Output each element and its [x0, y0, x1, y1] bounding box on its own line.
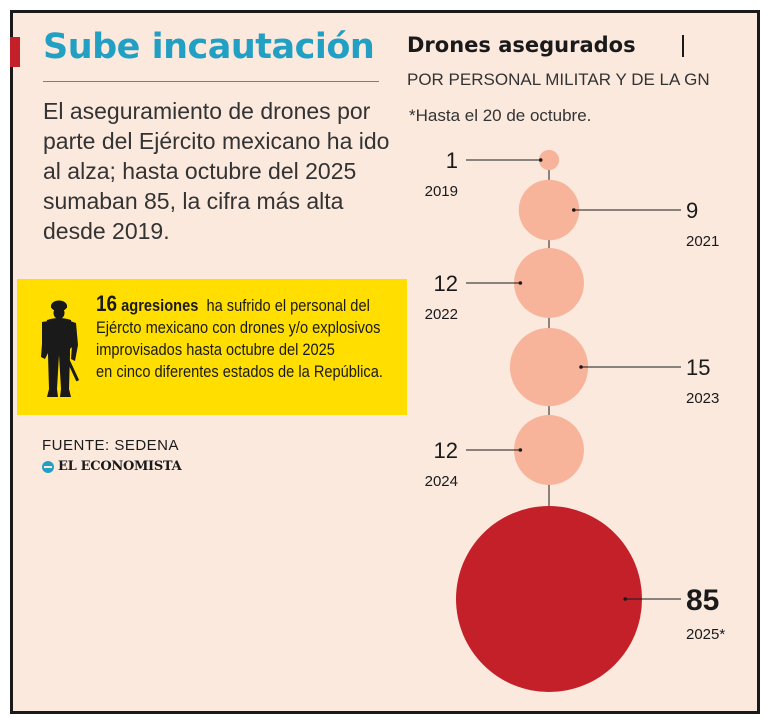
- year-label-0: 2019: [425, 183, 458, 200]
- bubble-chart: 1 2019 9 2021 12 2022 15 2023 12 2024 85 2025*: [425, 148, 725, 692]
- value-label-0: 1: [446, 148, 458, 173]
- leader-dot-5: [623, 597, 628, 601]
- bubble-5: [456, 506, 642, 692]
- highlight-text: 16 agresiones ha sufrido el personal del…: [96, 291, 383, 383]
- highlight-line2: Ejércto mexicano con drones y/o explosiv…: [96, 318, 381, 337]
- value-label-4: 12: [434, 438, 458, 463]
- year-label-2: 2022: [425, 306, 458, 323]
- value-label-3: 15: [686, 355, 710, 380]
- chart-title-separator: [682, 35, 684, 57]
- year-label-4: 2024: [425, 473, 458, 490]
- bubble-2: [514, 248, 584, 318]
- bubble-4: [514, 415, 584, 485]
- headline: Sube incautación: [43, 27, 375, 67]
- leader-dot-0: [538, 158, 543, 162]
- brand-name: EL ECONOMISTA: [58, 459, 182, 474]
- highlight-number: 16: [96, 291, 118, 316]
- chart-note: *Hasta el 20 de octubre.: [409, 106, 592, 125]
- accent-bar: [10, 37, 20, 67]
- intro-text: El aseguramiento de drones por parte del…: [43, 98, 390, 244]
- leader-dot-2: [518, 281, 523, 285]
- bubble-3: [509, 327, 589, 407]
- brand: EL ECONOMISTA: [42, 459, 182, 474]
- leader-dot-3: [579, 365, 583, 369]
- infographic-frame: Sube incautación El aseguramiento de dro…: [10, 10, 760, 714]
- bubble-0: [538, 149, 560, 171]
- value-label-1: 9: [686, 198, 698, 223]
- leader-dot-4: [518, 448, 523, 452]
- highlight-line3: improvisados hasta octubre del 2025: [96, 340, 335, 359]
- bubble-1: [518, 179, 580, 241]
- value-label-5: 85: [686, 584, 719, 617]
- leader-dot-1: [572, 208, 576, 212]
- highlight-line1: ha sufrido el personal del: [206, 296, 370, 315]
- value-label-2: 12: [434, 271, 458, 296]
- year-label-3: 2023: [686, 390, 719, 407]
- chart-subtitle: POR PERSONAL MILITAR Y DE LA GN: [407, 70, 710, 89]
- soldier-icon: [41, 300, 80, 397]
- highlight-word: agresiones: [121, 296, 199, 315]
- brand-logo-icon: [42, 460, 54, 473]
- source-label: FUENTE: SEDENA: [42, 437, 180, 454]
- highlight-box: 16 agresiones ha sufrido el personal del…: [17, 279, 407, 415]
- highlight-line4: en cinco diferentes estados de la Repúbl…: [96, 362, 383, 381]
- headline-rule: [43, 81, 379, 82]
- year-label-5: 2025*: [686, 626, 725, 643]
- year-label-1: 2021: [686, 233, 719, 250]
- chart-title: Drones asegurados: [407, 33, 636, 57]
